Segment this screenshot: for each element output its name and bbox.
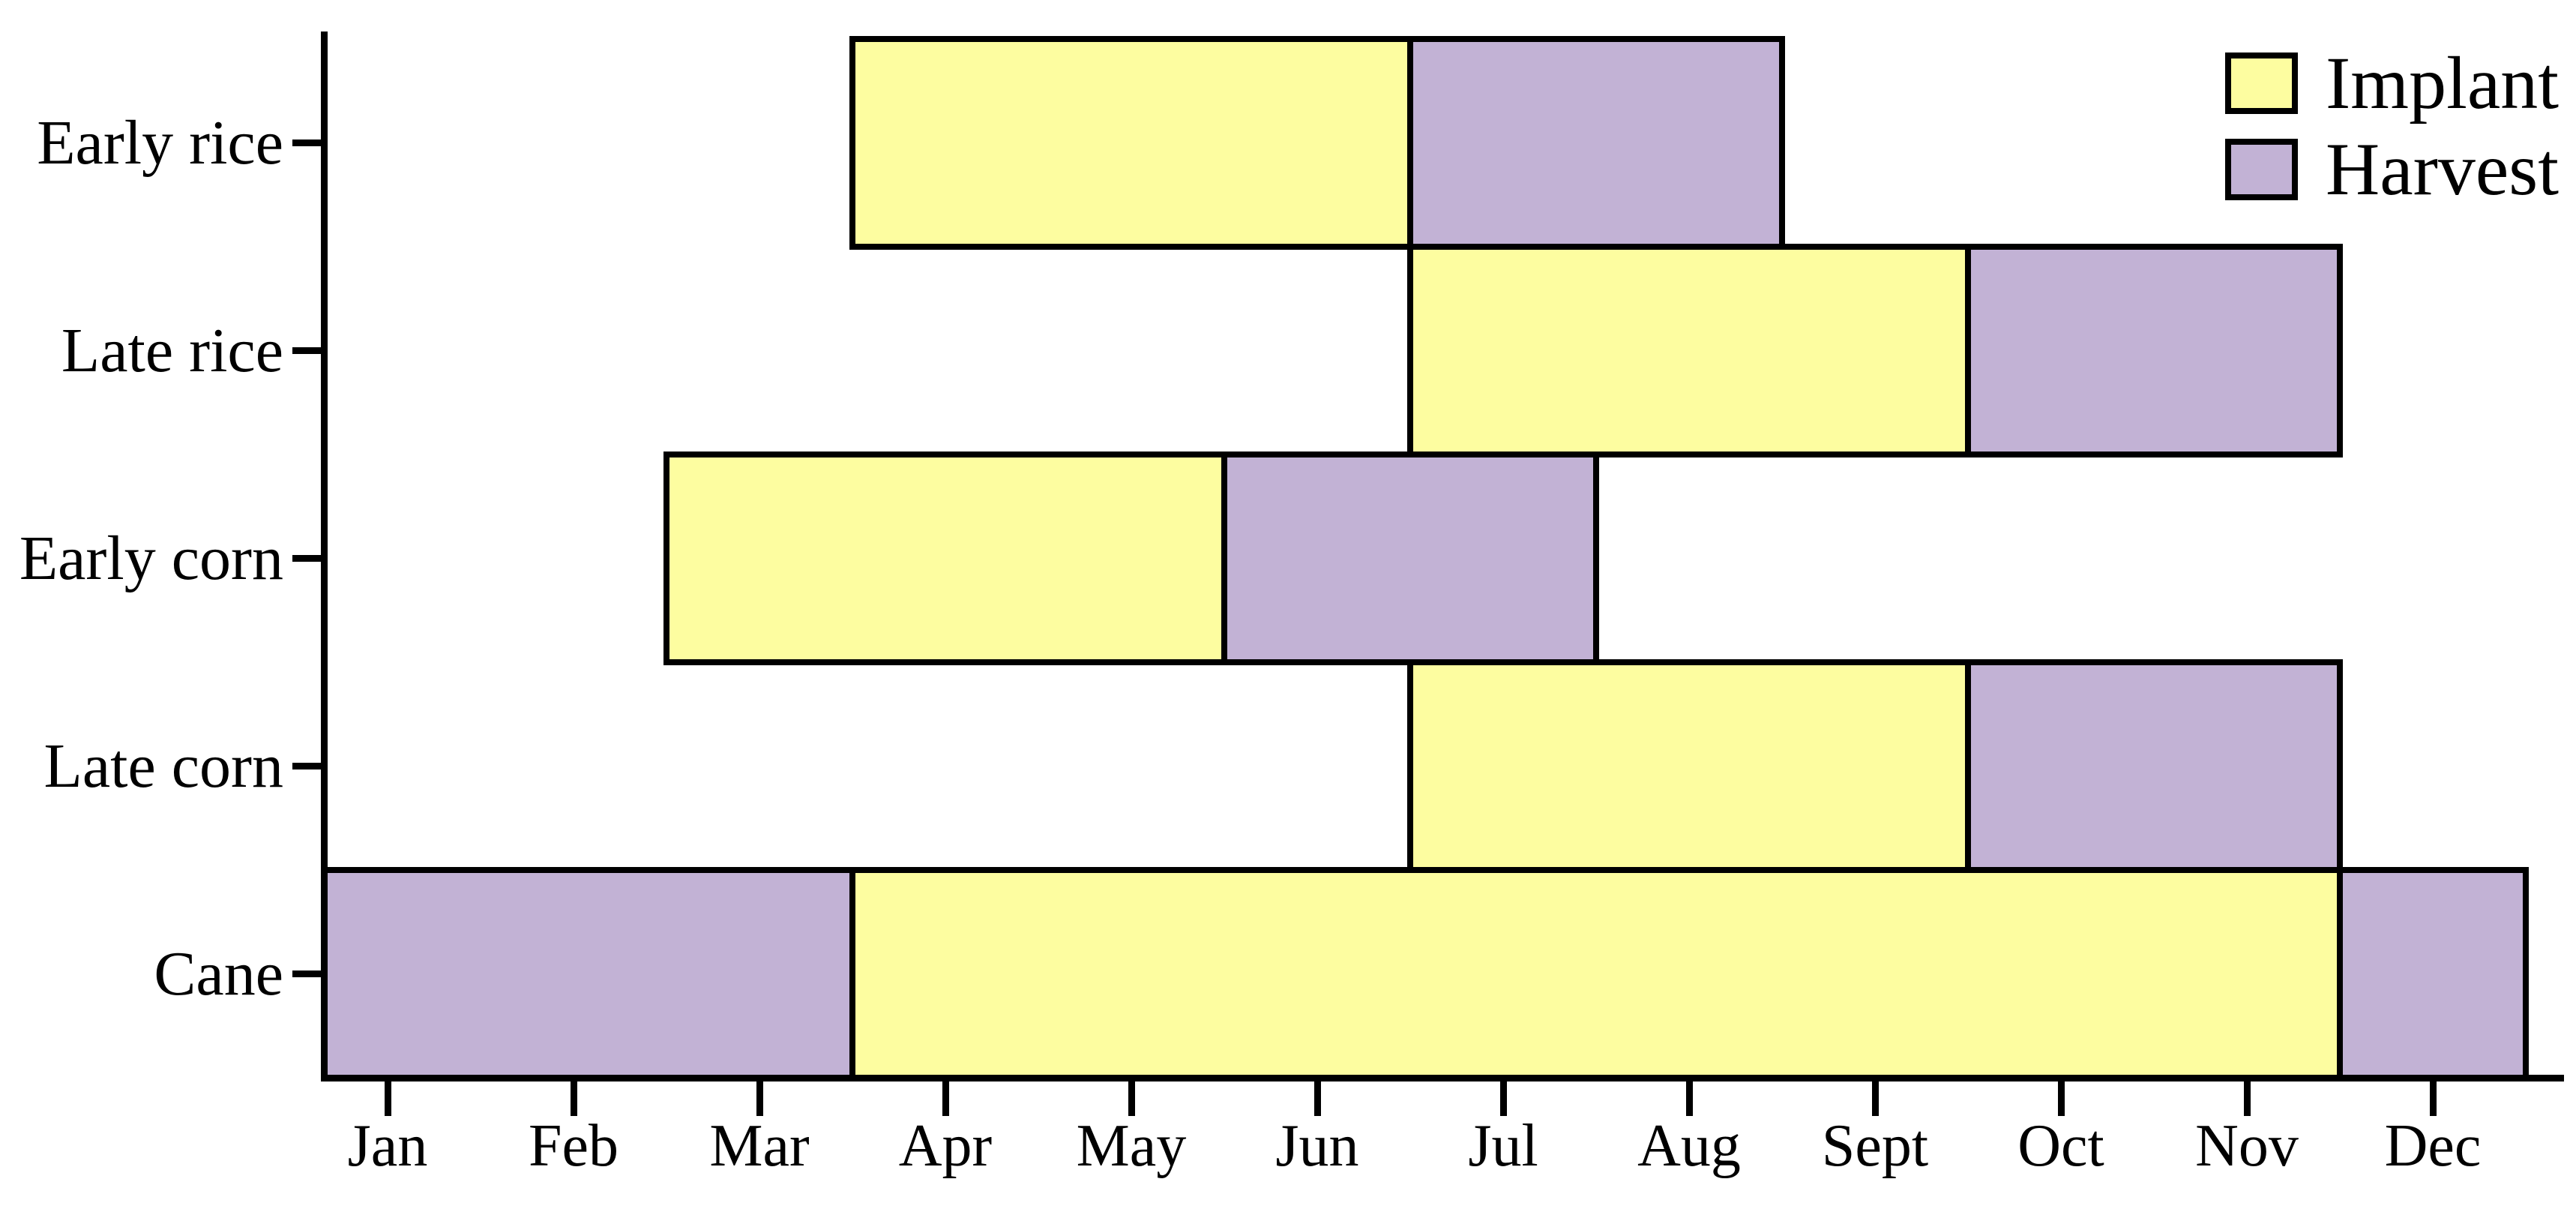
bar-late-corn-implant bbox=[1407, 659, 1971, 873]
legend-label-harvest: Harvest bbox=[2326, 128, 2559, 211]
x-tick-mar bbox=[756, 1081, 763, 1116]
y-tick-cane bbox=[292, 970, 321, 977]
bar-early-corn-implant bbox=[663, 452, 1227, 665]
x-axis-label-aug: Aug bbox=[1637, 1113, 1741, 1179]
bar-late-rice-implant bbox=[1407, 244, 1971, 458]
x-axis-label-may: May bbox=[1076, 1113, 1187, 1179]
x-tick-may bbox=[1128, 1081, 1135, 1116]
bar-cane-harvest bbox=[321, 867, 855, 1081]
x-tick-nov bbox=[2243, 1081, 2251, 1116]
x-axis-label-feb: Feb bbox=[529, 1113, 619, 1179]
y-tick-early-rice bbox=[292, 140, 321, 146]
bar-cane-implant bbox=[849, 867, 2343, 1081]
x-axis-label-sept: Sept bbox=[1821, 1113, 1929, 1179]
y-axis-label-cane: Cane bbox=[154, 938, 283, 1009]
x-tick-jan bbox=[384, 1081, 391, 1116]
legend-label-implant: Implant bbox=[2326, 41, 2560, 124]
x-axis-label-jun: Jun bbox=[1275, 1113, 1359, 1179]
legend-swatch-implant bbox=[2225, 52, 2298, 114]
x-axis-label-dec: Dec bbox=[2384, 1113, 2482, 1179]
x-tick-oct bbox=[2057, 1081, 2065, 1116]
x-axis-label-jan: Jan bbox=[347, 1113, 428, 1179]
bar-late-corn-harvest bbox=[1965, 659, 2343, 873]
legend-swatch-harvest bbox=[2225, 139, 2298, 200]
y-axis-label-early-rice: Early rice bbox=[37, 107, 283, 178]
x-tick-sept bbox=[1871, 1081, 1879, 1116]
x-axis-label-apr: Apr bbox=[898, 1113, 993, 1179]
y-tick-late-rice bbox=[292, 347, 321, 354]
x-tick-apr bbox=[942, 1081, 949, 1116]
bar-early-rice-harvest bbox=[1407, 36, 1785, 250]
x-tick-feb bbox=[570, 1081, 577, 1116]
x-axis-label-nov: Nov bbox=[2195, 1113, 2299, 1179]
x-tick-dec bbox=[2429, 1081, 2437, 1116]
y-axis-label-early-corn: Early corn bbox=[19, 523, 283, 593]
y-tick-late-corn bbox=[292, 763, 321, 770]
x-tick-aug bbox=[1685, 1081, 1693, 1116]
x-tick-jul bbox=[1499, 1081, 1507, 1116]
x-axis-line bbox=[320, 1074, 2564, 1082]
x-axis-label-jul: Jul bbox=[1468, 1113, 1538, 1179]
y-axis-label-late-corn: Late corn bbox=[43, 730, 283, 801]
x-tick-jun bbox=[1313, 1081, 1321, 1116]
bar-cane-harvest bbox=[2337, 867, 2529, 1081]
y-tick-early-corn bbox=[292, 555, 321, 562]
x-axis-label-oct: Oct bbox=[2017, 1113, 2104, 1179]
y-axis-line bbox=[320, 32, 328, 1082]
bar-late-rice-harvest bbox=[1965, 244, 2343, 458]
x-axis-label-mar: Mar bbox=[709, 1113, 810, 1179]
bar-early-corn-harvest bbox=[1221, 452, 1599, 665]
y-axis-label-late-rice: Late rice bbox=[61, 315, 283, 386]
bar-early-rice-implant bbox=[849, 36, 1413, 250]
